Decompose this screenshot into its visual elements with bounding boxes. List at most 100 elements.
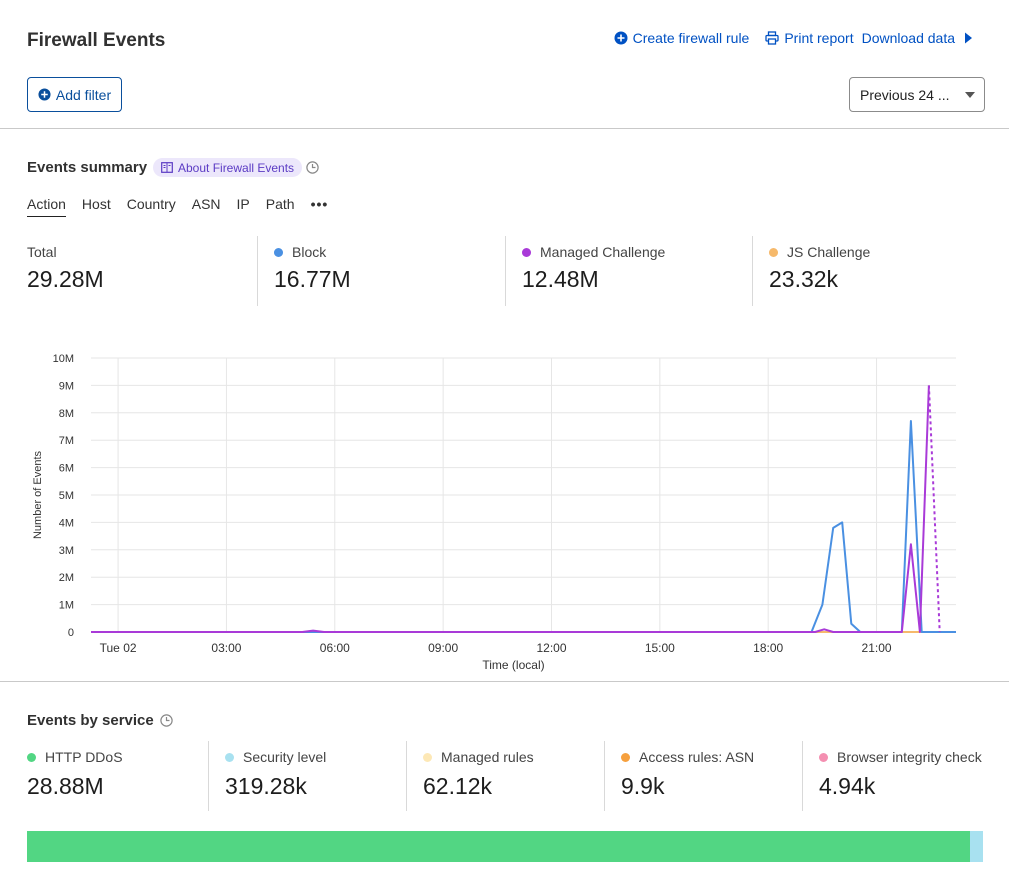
x-tick-label: 03:00 — [211, 641, 241, 655]
stat-block[interactable]: Block 16.77M — [274, 236, 494, 306]
series-line-managed-challenge — [91, 385, 930, 633]
divider — [752, 236, 753, 306]
create-firewall-rule-label: Create firewall rule — [632, 30, 750, 46]
divider — [406, 741, 407, 811]
service-browser-integrity-check[interactable]: Browser integrity check 4.94k — [819, 749, 982, 800]
tab-path[interactable]: Path — [265, 196, 295, 212]
clock-icon[interactable] — [306, 161, 319, 174]
y-tick-label: 6M — [59, 463, 74, 475]
divider — [604, 741, 605, 811]
x-tick-label: 12:00 — [536, 641, 566, 655]
divider — [505, 236, 506, 306]
tab-action[interactable]: Action — [27, 196, 66, 217]
legend-dot — [274, 247, 283, 257]
stat-value: 16.77M — [274, 266, 351, 292]
service-managed-rules[interactable]: Managed rules 62.12k — [423, 749, 534, 800]
y-tick-label: 4M — [59, 517, 74, 529]
x-tick-label: 06:00 — [320, 641, 350, 655]
y-tick-label: 5M — [59, 490, 74, 502]
tab-asn[interactable]: ASN — [191, 196, 221, 212]
service-bar-segment[interactable] — [970, 831, 983, 862]
service-http-ddos[interactable]: HTTP DDoS 28.88M — [27, 749, 123, 800]
more-tabs-icon[interactable]: ••• — [310, 196, 329, 212]
print-report-label: Print report — [784, 30, 854, 46]
download-data-link[interactable]: Download data — [862, 30, 974, 46]
events-line-chart[interactable]: 0 1M 2M 3M 4M 5M 6M 7M 8M 9M 10M Tue 02 03:00 06:00 09… — [0, 340, 1009, 676]
divider — [0, 681, 1009, 682]
download-data-label: Download data — [861, 30, 955, 46]
x-tick-label: 09:00 — [428, 641, 458, 655]
legend-dot — [522, 247, 531, 257]
stat-js-challenge[interactable]: JS Challenge 23.32k — [769, 236, 989, 306]
series-line-block — [91, 420, 956, 633]
time-range-value: Previous 24 ... — [860, 86, 950, 103]
service-value: 319.28k — [225, 773, 307, 799]
stat-label: Managed Challenge — [540, 244, 666, 260]
tab-country[interactable]: Country — [126, 196, 176, 212]
chevron-down-icon — [965, 92, 975, 98]
stat-value: 23.32k — [769, 266, 839, 292]
service-bar-segment[interactable] — [27, 831, 971, 862]
about-firewall-events-link[interactable]: About Firewall Events — [153, 158, 303, 177]
x-axis-label: Time (local) — [482, 658, 544, 672]
service-security-level[interactable]: Security level 319.28k — [225, 749, 326, 800]
stat-value: 29.28M — [27, 266, 104, 292]
y-tick-label: 9M — [59, 380, 74, 392]
printer-icon — [765, 31, 779, 45]
stat-label: JS Challenge — [787, 244, 871, 260]
legend-dot — [27, 752, 36, 762]
plus-circle-icon — [38, 88, 51, 101]
legend-dot — [819, 752, 828, 762]
y-axis-label: Number of Events — [32, 450, 44, 539]
stat-managed-challenge[interactable]: Managed Challenge 12.48M — [522, 236, 742, 306]
legend-dot — [225, 752, 234, 762]
series-line-projection — [927, 385, 941, 633]
legend-dot — [621, 752, 630, 762]
print-report-link[interactable]: Print report — [765, 30, 854, 46]
service-label: Browser integrity check — [837, 749, 982, 765]
x-tick-label: 21:00 — [862, 641, 892, 655]
stat-label: Total — [27, 244, 57, 260]
stat-value: 12.48M — [522, 266, 599, 292]
divider — [257, 236, 258, 306]
x-tick-label: 15:00 — [645, 641, 675, 655]
service-label: Security level — [243, 749, 327, 765]
clock-icon[interactable] — [160, 714, 173, 727]
x-tick-label: Tue 02 — [100, 641, 137, 655]
y-tick-label: 10M — [53, 353, 74, 365]
x-tick-label: 18:00 — [753, 641, 783, 655]
add-filter-label: Add filter — [55, 86, 112, 103]
about-firewall-events-label: About Firewall Events — [178, 160, 295, 175]
y-tick-label: 3M — [59, 545, 74, 557]
y-tick-label: 0 — [68, 627, 74, 639]
y-tick-label: 8M — [59, 408, 74, 420]
divider — [802, 741, 803, 811]
divider — [0, 128, 1009, 129]
y-tick-label: 7M — [59, 435, 74, 447]
divider — [208, 741, 209, 811]
caret-right-icon — [965, 32, 972, 44]
time-range-select[interactable]: Previous 24 ... — [849, 77, 985, 112]
service-value: 9.9k — [621, 773, 665, 799]
stat-total: Total 29.28M — [27, 236, 247, 306]
create-firewall-rule-link[interactable]: Create firewall rule — [614, 30, 750, 46]
y-tick-label: 1M — [59, 600, 74, 612]
events-summary-title: Events summary — [27, 159, 148, 176]
page-title: Firewall Events — [27, 30, 166, 51]
legend-dot — [769, 247, 778, 257]
stat-label: Block — [292, 244, 327, 260]
service-access-rules-asn[interactable]: Access rules: ASN 9.9k — [621, 749, 754, 800]
service-label: HTTP DDoS — [45, 749, 123, 765]
add-filter-button[interactable]: Add filter — [27, 77, 122, 112]
tab-ip[interactable]: IP — [236, 196, 250, 212]
service-label: Managed rules — [441, 749, 534, 765]
plus-circle-icon — [614, 31, 628, 45]
y-tick-label: 2M — [59, 572, 74, 584]
tab-host[interactable]: Host — [81, 196, 111, 212]
service-value: 62.12k — [423, 773, 493, 799]
events-by-service-title: Events by service — [27, 712, 154, 729]
header-actions: Create firewall rule Print report Downlo… — [598, 30, 974, 46]
service-distribution-bar — [27, 831, 983, 862]
service-label: Access rules: ASN — [639, 749, 755, 765]
service-value: 28.88M — [27, 773, 104, 799]
